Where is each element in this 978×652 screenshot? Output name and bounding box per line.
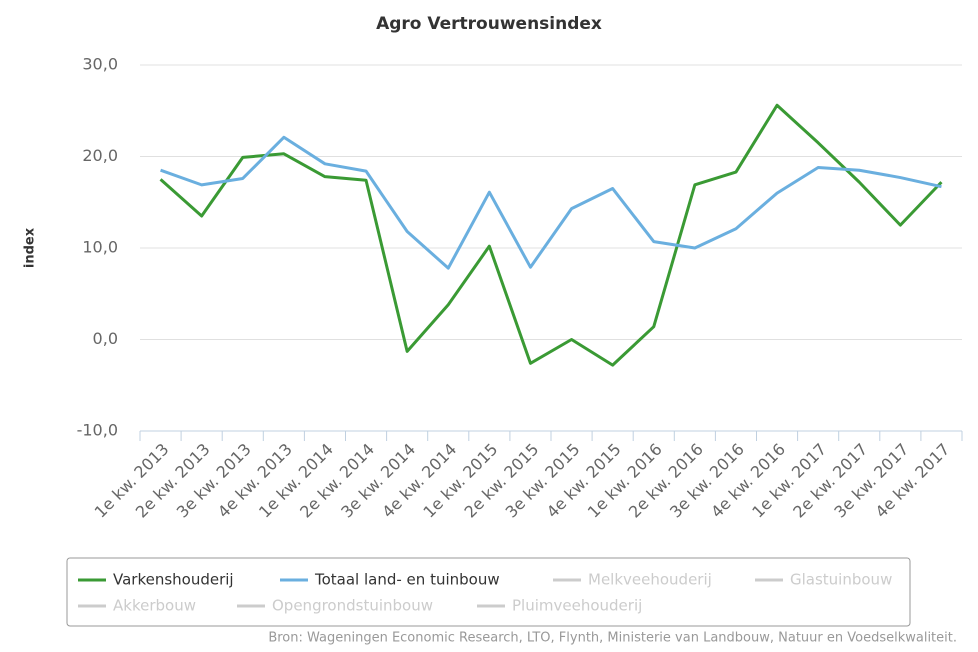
legend-label: Varkenshouderij xyxy=(113,571,234,589)
y-tick-label: 20,0 xyxy=(82,146,118,165)
y-tick-label: 0,0 xyxy=(93,329,118,348)
legend-label: Opengrondstuinbouw xyxy=(272,597,433,615)
y-tick-label: -10,0 xyxy=(77,421,118,440)
legend-label: Melkveehouderij xyxy=(588,571,712,589)
y-axis-title: index xyxy=(23,227,38,268)
legend-box xyxy=(66,557,911,627)
chart-title: Agro Vertrouwensindex xyxy=(376,14,602,34)
source-note: Bron: Wageningen Economic Research, LTO,… xyxy=(268,631,957,646)
legend-label: Totaal land- en tuinbouw xyxy=(314,571,500,589)
legend-label: Glastuinbouw xyxy=(790,571,892,589)
series-line xyxy=(159,103,943,367)
legend-label: Pluimveehouderij xyxy=(512,597,642,615)
y-tick-label: 30,0 xyxy=(82,55,118,74)
y-tick-label: 10,0 xyxy=(82,238,118,257)
legend-label: Akkerbouw xyxy=(113,597,196,615)
series-line xyxy=(160,135,942,270)
